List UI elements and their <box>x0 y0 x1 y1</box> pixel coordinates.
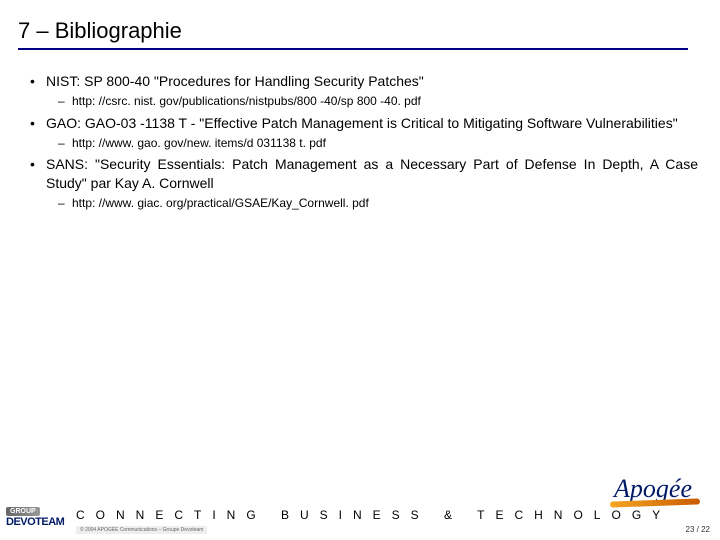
title-area: 7 – Bibliographie <box>0 0 720 50</box>
page-number: 23 / 22 <box>686 525 710 534</box>
bullet-icon: • <box>30 114 46 133</box>
logo-right: Apogée <box>614 474 692 504</box>
content-area: • NIST: SP 800-40 "Procedures for Handli… <box>0 50 720 212</box>
slide-title: 7 – Bibliographie <box>18 18 720 44</box>
bib-text: NIST: SP 800-40 "Procedures for Handling… <box>46 72 698 91</box>
dash-icon: – <box>58 195 72 212</box>
logo-company-name: DEVOTEAM <box>6 516 64 528</box>
footer-tagline: CONNECTING BUSINESS & TECHNOLOGY <box>76 508 712 522</box>
bullet-icon: • <box>30 155 46 174</box>
bib-item: • SANS: "Security Essentials: Patch Mana… <box>30 155 698 212</box>
footer: Apogée CONNECTING BUSINESS & TECHNOLOGY … <box>0 486 720 540</box>
bullet-icon: • <box>30 72 46 91</box>
bib-item: • GAO: GAO-03 -1138 T - "Effective Patch… <box>30 114 698 152</box>
logo-left: GROUP DEVOTEAM <box>6 507 64 528</box>
copyright-text: © 2004 APOGÉE Communications – Groupe De… <box>76 526 207 534</box>
logo-group-label: GROUP <box>6 507 40 516</box>
dash-icon: – <box>58 135 72 152</box>
bib-url: http: //csrc. nist. gov/publications/nis… <box>72 93 698 110</box>
dash-icon: – <box>58 93 72 110</box>
bib-text: SANS: "Security Essentials: Patch Manage… <box>46 155 698 193</box>
bib-url: http: //www. giac. org/practical/GSAE/Ka… <box>72 195 698 212</box>
bib-item: • NIST: SP 800-40 "Procedures for Handli… <box>30 72 698 110</box>
slide: 7 – Bibliographie • NIST: SP 800-40 "Pro… <box>0 0 720 540</box>
bib-text: GAO: GAO-03 -1138 T - "Effective Patch M… <box>46 114 698 133</box>
bib-url: http: //www. gao. gov/new. items/d 03113… <box>72 135 698 152</box>
